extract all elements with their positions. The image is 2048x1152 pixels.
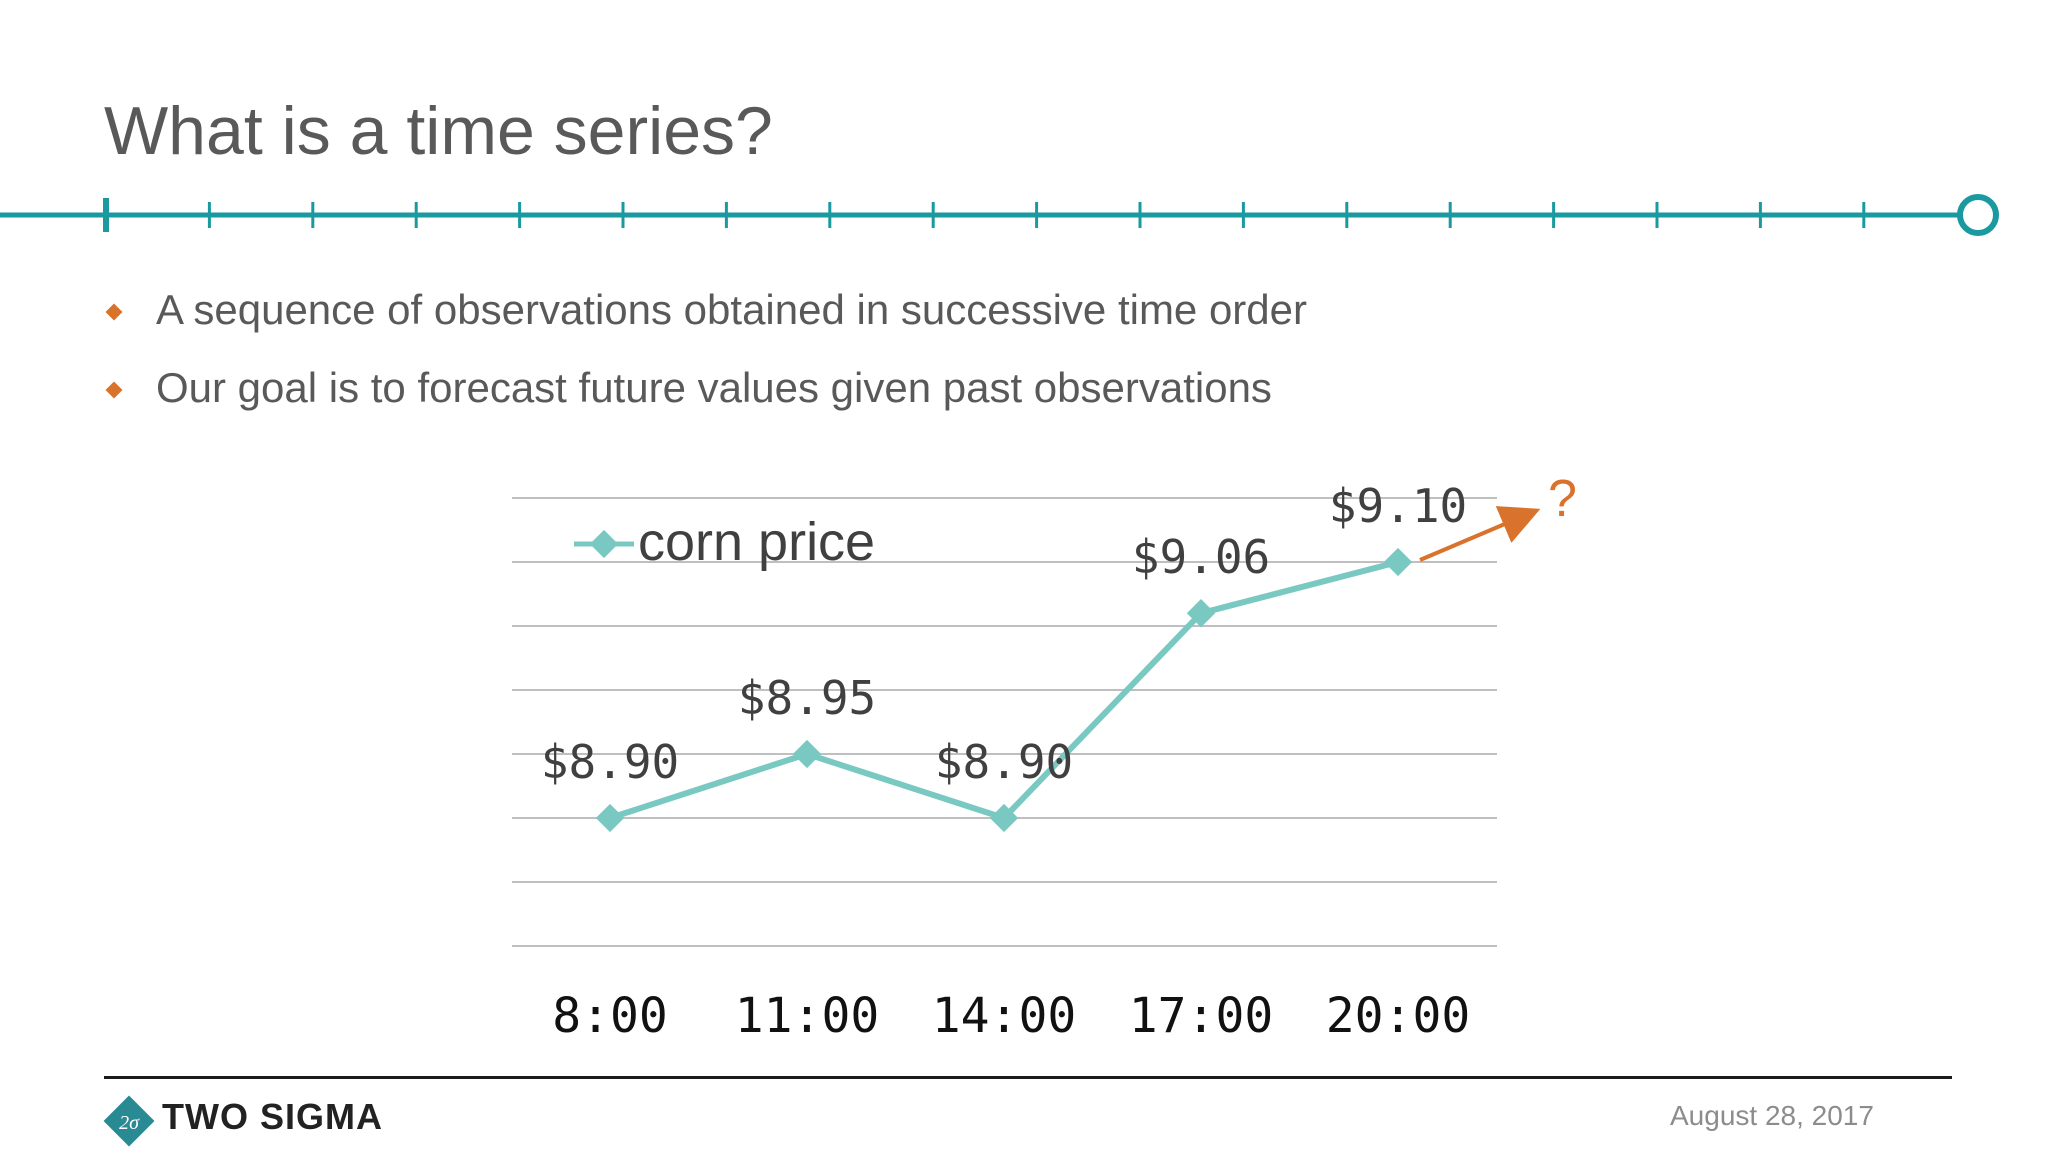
line-chart: corn price $8.90 $8.95 $8.90 $9.06 $9.10 ? 8… <box>512 470 1577 1044</box>
bullet-text: Our goal is to forecast future values gi… <box>156 364 1272 411</box>
bullet-list: A sequence of observations obtained in s… <box>100 280 1307 436</box>
bullet-item: A sequence of observations obtained in s… <box>100 280 1307 358</box>
x-tick-label: 14:00 <box>932 988 1077 1044</box>
data-label: $8.90 <box>541 735 679 789</box>
legend-marker <box>589 529 619 559</box>
data-point-marker <box>1383 547 1413 577</box>
slide-title: What is a time series? <box>104 93 773 169</box>
data-label: $9.06 <box>1132 530 1270 584</box>
forecast-arrow-icon <box>1419 506 1541 562</box>
legend-label: corn price <box>638 512 875 572</box>
diamond-bullet-icon <box>105 381 123 399</box>
data-point-marker <box>792 739 822 769</box>
x-tick-label: 17:00 <box>1129 988 1274 1044</box>
timeline-end-circle <box>1957 194 1999 236</box>
x-tick-label: 8:00 <box>552 988 668 1044</box>
data-label: $8.95 <box>738 671 876 725</box>
footer-divider <box>104 1076 1952 1079</box>
bullet-item: Our goal is to forecast future values gi… <box>100 358 1307 436</box>
diamond-bullet-icon <box>105 303 123 321</box>
data-point-marker <box>1186 599 1216 628</box>
x-tick-label: 20:00 <box>1326 988 1471 1044</box>
footer-date: August 28, 2017 <box>1670 1100 1874 1131</box>
data-label: $8.90 <box>935 735 1073 789</box>
forecast-question-mark: ? <box>1548 470 1577 528</box>
data-point-marker <box>595 803 625 833</box>
forecast-annotation: ? <box>1419 470 1577 562</box>
brand-name: TWO SIGMA <box>162 1096 383 1137</box>
bullet-text: A sequence of observations obtained in s… <box>156 286 1308 333</box>
chart-legend: corn price <box>574 512 875 572</box>
data-label: $9.10 <box>1329 479 1467 533</box>
timeline-divider <box>0 194 1999 236</box>
x-tick-label: 11:00 <box>735 988 880 1044</box>
svg-text:2σ: 2σ <box>119 1112 140 1134</box>
data-point-marker <box>989 803 1019 833</box>
two-sigma-logo-icon: 2σ <box>103 1095 155 1147</box>
